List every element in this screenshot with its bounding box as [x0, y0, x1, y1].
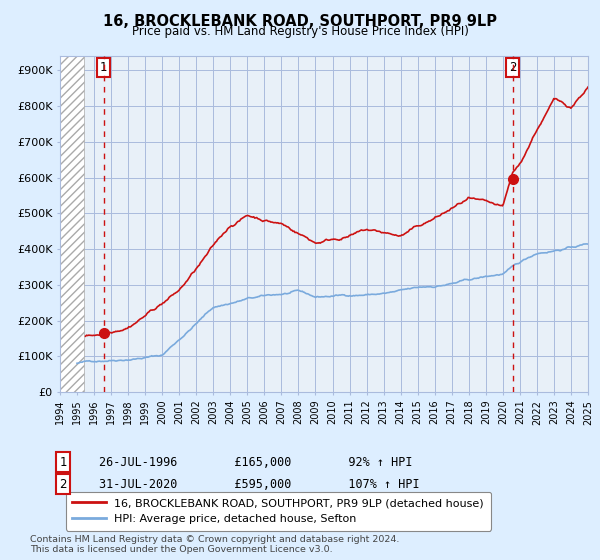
Text: 2: 2: [509, 61, 517, 74]
Text: 16, BROCKLEBANK ROAD, SOUTHPORT, PR9 9LP: 16, BROCKLEBANK ROAD, SOUTHPORT, PR9 9LP: [103, 14, 497, 29]
Text: 1: 1: [100, 61, 107, 74]
Text: 2: 2: [59, 478, 67, 491]
Text: 26-JUL-1996        £165,000        92% ↑ HPI: 26-JUL-1996 £165,000 92% ↑ HPI: [99, 455, 413, 469]
Text: Price paid vs. HM Land Registry's House Price Index (HPI): Price paid vs. HM Land Registry's House …: [131, 25, 469, 38]
Legend: 16, BROCKLEBANK ROAD, SOUTHPORT, PR9 9LP (detached house), HPI: Average price, d: 16, BROCKLEBANK ROAD, SOUTHPORT, PR9 9LP…: [65, 492, 491, 530]
Text: 1: 1: [59, 455, 67, 469]
Text: Contains HM Land Registry data © Crown copyright and database right 2024.
This d: Contains HM Land Registry data © Crown c…: [30, 535, 400, 554]
Text: 31-JUL-2020        £595,000        107% ↑ HPI: 31-JUL-2020 £595,000 107% ↑ HPI: [99, 478, 419, 491]
Bar: [60, 56, 84, 392]
